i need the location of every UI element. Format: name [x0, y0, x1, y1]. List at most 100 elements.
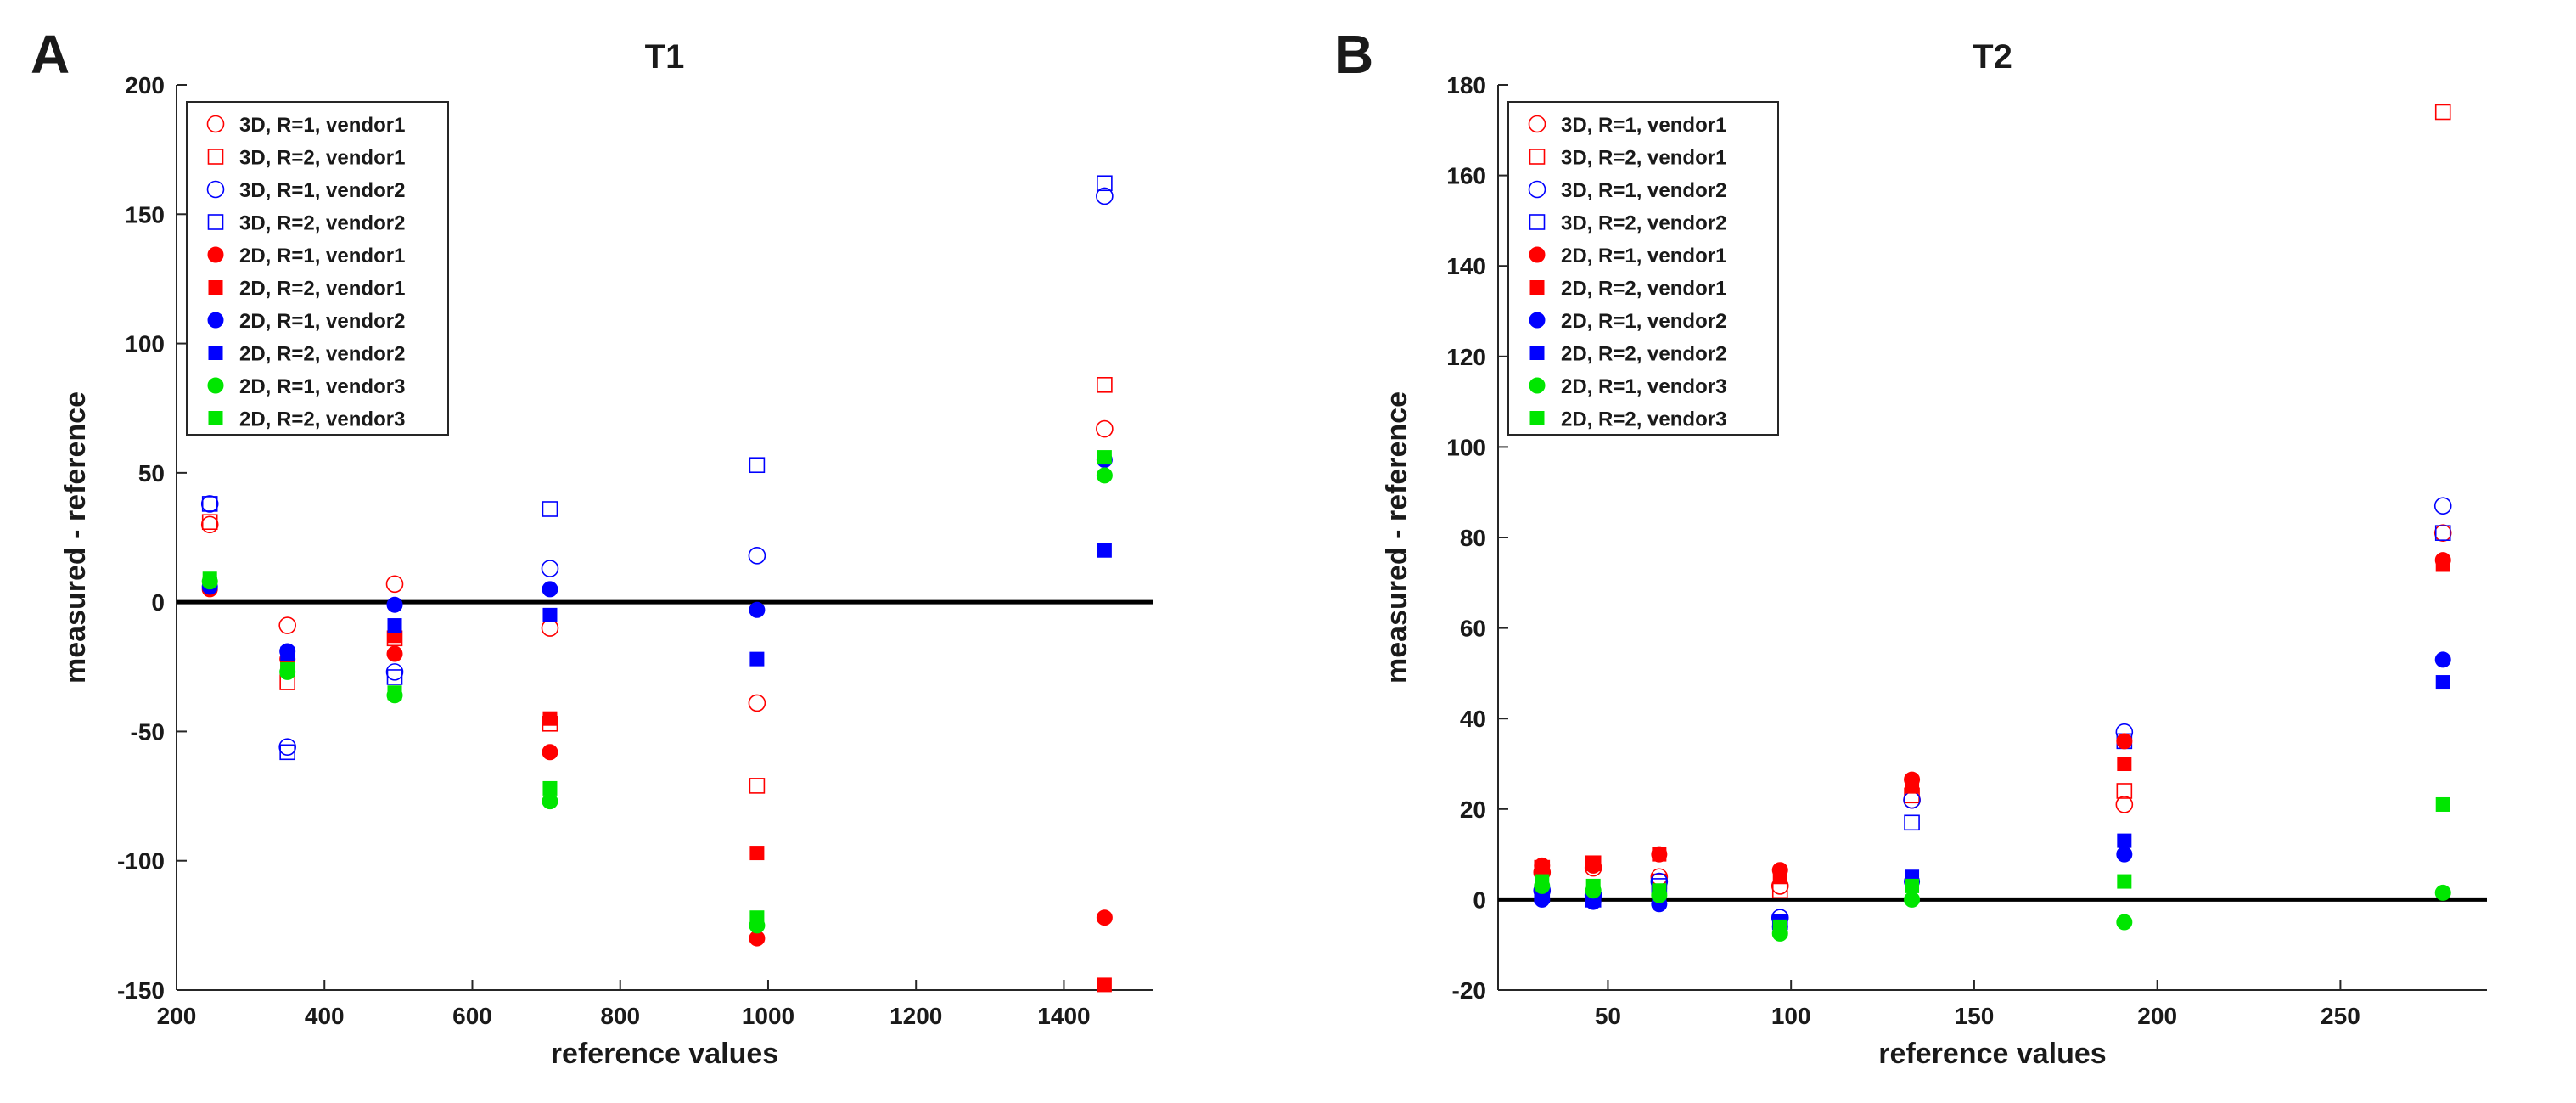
legend-marker [207, 377, 224, 394]
x-axis-label: reference values [1878, 1038, 2106, 1070]
data-point [278, 616, 296, 634]
data-point [1097, 977, 1112, 993]
data-point [1535, 874, 1550, 889]
y-tick-label: 100 [125, 331, 165, 357]
data-point [749, 601, 766, 618]
data-point [387, 685, 402, 701]
data-point [2115, 796, 2134, 813]
series-8 [1535, 675, 2450, 930]
y-tick-label: 140 [1446, 253, 1486, 279]
data-point [2117, 874, 2132, 889]
legend-entry: 2D, R=2, vendor1 [239, 278, 405, 301]
data-point [1652, 883, 1667, 898]
data-point [200, 515, 219, 534]
data-point [542, 501, 558, 517]
y-axis-label: measured - reference [59, 391, 92, 684]
data-point [748, 547, 766, 565]
series-1 [200, 419, 1114, 712]
data-point [2435, 557, 2450, 572]
data-point [1096, 909, 1113, 926]
data-point [2433, 524, 2452, 542]
data-point [1097, 175, 1113, 192]
legend-box [1507, 101, 1779, 436]
legend-marker [1529, 214, 1546, 230]
data-point [542, 607, 558, 622]
legend-entry: 2D, R=1, vendor1 [239, 245, 405, 267]
y-tick-label: 50 [138, 460, 165, 487]
data-point [387, 618, 402, 633]
data-point [1097, 543, 1112, 558]
x-tick-label: 100 [1771, 1003, 1811, 1029]
data-point [2435, 796, 2450, 812]
legend-entry: 2D, R=1, vendor1 [1561, 245, 1726, 267]
data-point [748, 694, 766, 712]
legend-marker [206, 180, 225, 199]
legend-entry: 2D, R=1, vendor3 [1561, 375, 1726, 398]
panel-a: A T1 200 400 600 800 1000 1200 1400 -150 -100 -50 0 5… [31, 24, 1153, 1070]
y-tick-label: 0 [1473, 886, 1486, 913]
x-tick-label: 400 [305, 1003, 345, 1029]
data-point [542, 744, 558, 761]
y-tick-label: -20 [1452, 977, 1486, 1004]
data-point [386, 596, 403, 613]
data-point [202, 571, 217, 587]
legend-marker [208, 411, 223, 425]
data-point [385, 575, 404, 594]
y-tick-label: 200 [125, 72, 165, 98]
x-tick-label: 800 [600, 1003, 640, 1029]
series-10 [1535, 796, 2450, 934]
x-tick-label: 200 [157, 1003, 197, 1029]
legend-marker [207, 246, 224, 263]
legend-marker [1529, 411, 1545, 425]
data-point [1652, 847, 1667, 862]
y-tick-label: 80 [1460, 525, 1486, 551]
data-point [1096, 467, 1113, 484]
data-point [2116, 914, 2133, 931]
x-tick-label: 1400 [1037, 1003, 1090, 1029]
legend-marker [207, 214, 224, 230]
legend-entry: 3D, R=2, vendor1 [239, 147, 405, 170]
legend-marker [1529, 312, 1546, 329]
series-6 [202, 577, 1112, 993]
data-point [1585, 878, 1601, 893]
y-tick-label: -100 [117, 848, 165, 875]
series-10 [202, 450, 1112, 926]
data-point [1772, 919, 1787, 934]
series-4 [1534, 525, 2451, 931]
x-tick-label: 50 [1595, 1003, 1621, 1029]
data-point [1096, 187, 1114, 205]
legend-marker [1529, 246, 1546, 263]
legend-marker [1529, 346, 1545, 360]
series-3 [200, 187, 1114, 757]
data-point [201, 514, 218, 531]
data-point [1771, 882, 1788, 899]
data-point [280, 661, 295, 677]
data-point [1585, 856, 1601, 871]
data-point [2433, 497, 2452, 515]
series-6 [1535, 557, 2450, 885]
data-point [386, 645, 403, 662]
legend-entry: 3D, R=1, vendor2 [239, 179, 405, 202]
data-point [542, 581, 558, 598]
panel-b: B T2 50 100 150 200 250 -20 0 20 40 60 80 100 120 140 16… [1334, 24, 2487, 1070]
data-point [542, 780, 558, 796]
legend-entry: 3D, R=1, vendor1 [1561, 114, 1726, 137]
series-4 [201, 175, 1113, 761]
y-tick-label: 100 [1446, 434, 1486, 460]
y-tick-label: -50 [131, 718, 165, 745]
y-tick-label: 180 [1446, 72, 1486, 98]
legend-marker [1529, 377, 1546, 394]
data-point [1904, 891, 1921, 908]
legend-marker [1529, 149, 1546, 165]
series-9 [1534, 877, 2451, 942]
legend-entry: 2D, R=1, vendor3 [239, 375, 405, 398]
data-point [1905, 878, 1920, 893]
data-point [1097, 450, 1112, 465]
legend: 3D, R=1, vendor1 3D, R=2, vendor1 3D, R=1,… [1507, 101, 1779, 436]
data-point [279, 744, 295, 761]
data-point [542, 793, 558, 810]
legend-box [186, 101, 449, 436]
y-tick-label: 0 [151, 589, 165, 616]
data-point [2116, 733, 2133, 750]
